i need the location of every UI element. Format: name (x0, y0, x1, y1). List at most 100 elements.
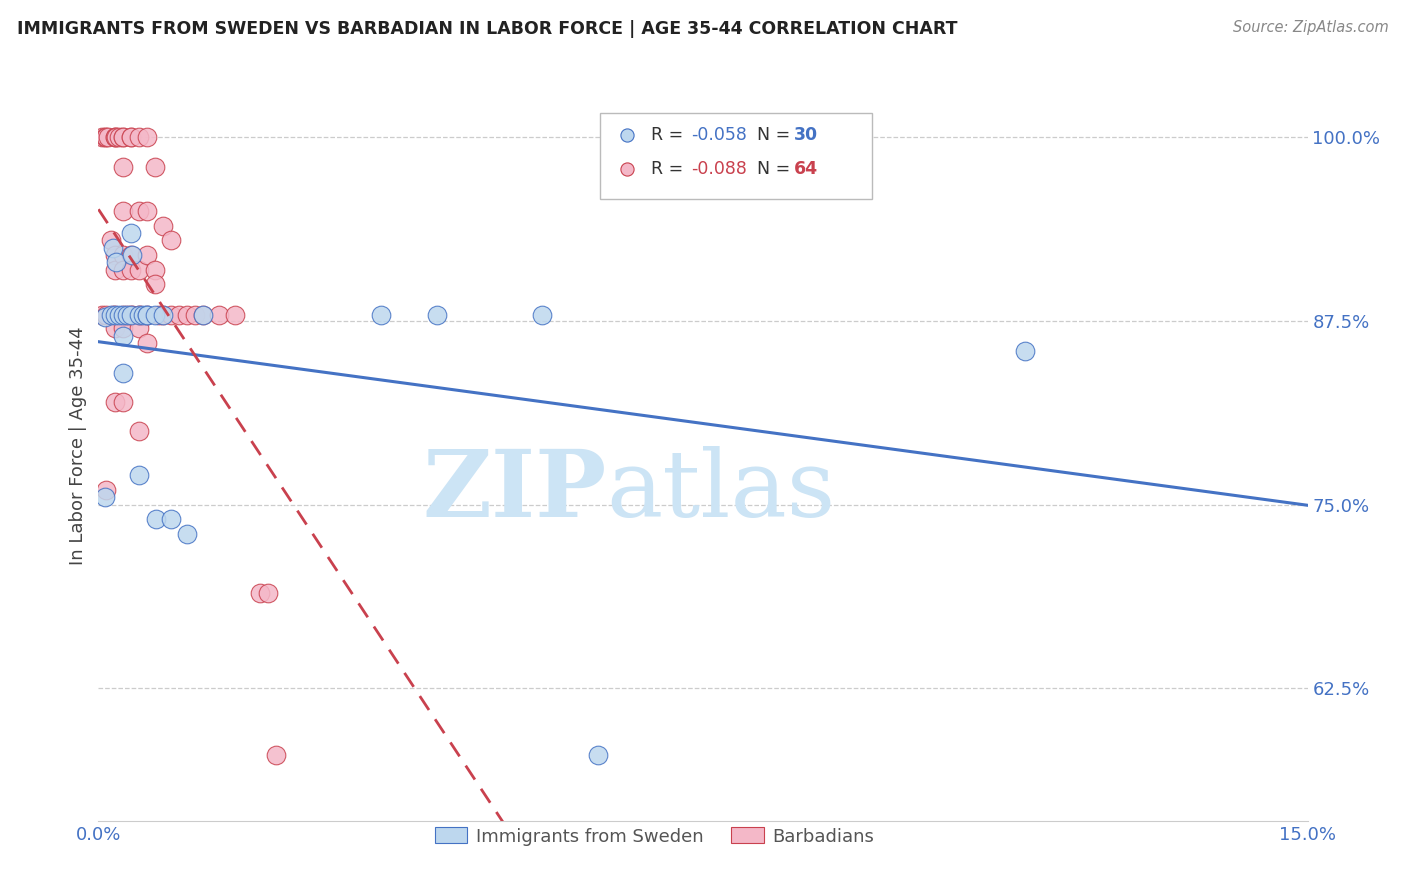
Point (143, 308, 166, 322)
Text: 64: 64 (793, 160, 818, 178)
Point (160, 308, 183, 322)
Point (111, 130, 134, 145)
Point (135, 203, 157, 218)
Point (148, 308, 170, 322)
Point (94, 310, 117, 324)
Point (96, 483, 118, 497)
Point (135, 336, 157, 351)
Point (111, 308, 134, 322)
Point (176, 308, 198, 322)
Point (152, 308, 174, 322)
Point (100, 233, 122, 247)
Point (111, 262, 134, 277)
Point (370, 308, 392, 322)
Point (256, 586, 278, 600)
Point (105, 130, 128, 145)
Text: N =: N = (758, 160, 796, 178)
Point (115, 308, 138, 322)
Text: R =: R = (651, 160, 689, 178)
Text: -0.088: -0.088 (690, 160, 747, 178)
Point (152, 219, 174, 233)
Point (121, 248, 143, 262)
Point (103, 321, 125, 335)
Point (264, 747, 287, 762)
Point (208, 308, 231, 322)
Text: IMMIGRANTS FROM SWEDEN VS BARBADIAN IN LABOR FORCE | AGE 35-44 CORRELATION CHART: IMMIGRANTS FROM SWEDEN VS BARBADIAN IN L… (17, 20, 957, 37)
Point (586, 747, 609, 762)
Point (555, 836, 578, 850)
Point (107, 308, 129, 322)
Point (128, 130, 150, 145)
Point (94, 491, 117, 505)
Point (111, 308, 134, 322)
Point (128, 468, 150, 483)
Point (121, 308, 143, 322)
Point (120, 226, 142, 240)
Point (111, 328, 134, 343)
Point (107, 130, 129, 145)
Point (135, 130, 157, 145)
Point (120, 262, 142, 277)
Point (128, 203, 150, 218)
Point (128, 308, 150, 322)
Point (128, 321, 150, 335)
FancyBboxPatch shape (600, 112, 872, 199)
Point (111, 321, 134, 335)
Point (91, 130, 114, 145)
Point (97, 130, 120, 145)
Point (103, 308, 125, 322)
Point (91, 308, 114, 322)
Point (120, 308, 142, 322)
Point (1014, 343, 1036, 358)
Text: 30: 30 (793, 126, 818, 144)
Point (160, 512, 183, 526)
Point (132, 308, 155, 322)
Text: ZIP: ZIP (422, 446, 606, 536)
Point (120, 308, 142, 322)
Point (111, 366, 134, 380)
Text: N =: N = (758, 126, 796, 144)
Point (111, 130, 134, 145)
Point (103, 395, 125, 409)
Point (103, 130, 125, 145)
Point (128, 425, 150, 439)
Point (94, 130, 117, 145)
Point (176, 527, 198, 541)
Point (100, 308, 122, 322)
Point (143, 262, 166, 277)
Point (105, 255, 128, 269)
Text: R =: R = (651, 126, 689, 144)
Text: -0.058: -0.058 (690, 126, 747, 144)
Text: atlas: atlas (606, 446, 835, 536)
Point (135, 308, 157, 322)
Point (135, 308, 157, 322)
Point (135, 308, 157, 322)
Point (115, 308, 138, 322)
Point (193, 308, 215, 322)
Point (103, 262, 125, 277)
Point (224, 308, 246, 322)
Point (160, 233, 183, 247)
Point (96, 308, 118, 322)
Point (111, 248, 134, 262)
Point (426, 308, 449, 322)
Point (129, 308, 152, 322)
Y-axis label: In Labor Force | Age 35-44: In Labor Force | Age 35-44 (69, 326, 87, 566)
Point (103, 248, 125, 262)
Point (128, 308, 150, 322)
Point (193, 308, 215, 322)
Point (184, 308, 207, 322)
Point (101, 241, 124, 255)
Legend: Immigrants from Sweden, Barbadians: Immigrants from Sweden, Barbadians (427, 820, 882, 853)
Point (249, 586, 271, 600)
Point (111, 203, 134, 218)
Point (120, 248, 142, 262)
Point (120, 130, 142, 145)
Point (143, 160, 166, 174)
Point (530, 308, 553, 322)
Point (96, 130, 118, 145)
Point (145, 512, 167, 526)
Point (103, 130, 125, 145)
Text: Source: ZipAtlas.com: Source: ZipAtlas.com (1233, 20, 1389, 35)
Point (101, 308, 124, 322)
